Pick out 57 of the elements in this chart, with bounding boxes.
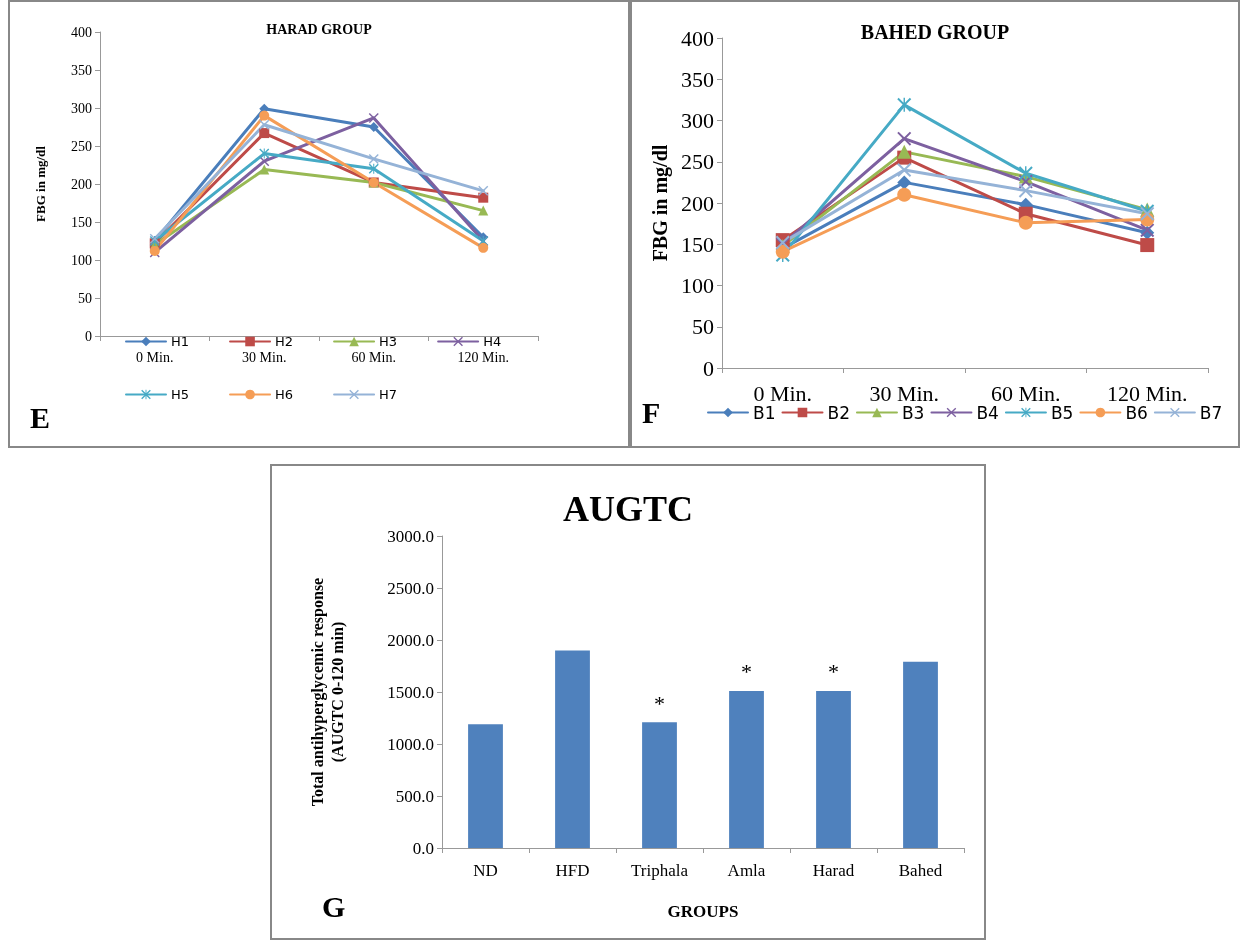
x-axis-title: GROUPS [667,902,739,921]
y-tick-label: 1500.0 [387,682,434,702]
legend-label: H3 [379,334,398,349]
legend-label: B7 [1199,402,1223,423]
y-tick-label: 300 [71,100,92,116]
x-tick-label: HFD [555,861,590,880]
y-tick-label: 250 [681,149,714,175]
legend-label: H4 [483,334,502,349]
y-tick-label: 50 [78,290,92,306]
annotation: * [654,690,665,716]
y-tick-label: 300 [681,108,714,133]
y-tick-label: 1000.0 [387,734,434,754]
y-tick-label: 2500.0 [387,578,434,598]
y-tick-label: 250 [71,138,92,154]
x-tick-label: Triphala [631,861,689,880]
y-tick-label: 400 [71,24,92,40]
x-tick-label: Bahed [898,861,943,880]
y-tick-label: 100 [681,273,714,298]
y-tick-label: 100 [71,252,92,268]
y-tick-label: 0 [703,355,714,381]
text: F [642,395,661,429]
x-tick-label: 0 Min. [136,349,174,365]
text: E [30,400,51,434]
legend-label: H6 [275,387,294,402]
legend-label: B2 [827,402,850,423]
annotation: * [741,659,752,685]
y-tick-label: 200 [71,176,92,192]
y-tick-label: 500.0 [395,786,434,806]
y-tick-label: 50 [692,314,714,340]
legend-label: H7 [379,387,398,402]
y-tick-label: 350 [681,66,714,92]
y-tick-label: 150 [681,231,714,257]
y-axis-title: FBG in mg/dl [649,144,673,262]
y-axis-title: Total antihyperglycemic response (AUGTC 0-120 min) [308,577,347,807]
y-tick-label: 2000.0 [387,630,434,650]
y-axis-title: FBG in mg/dl [32,145,48,222]
y-tick-label: 350 [71,62,92,78]
x-tick-label: 60 Min. [351,349,396,365]
legend-label: H5 [171,387,190,402]
y-tick-label: 0.0 [412,838,434,858]
y-tick-label: 0 [85,328,92,344]
y-tick-label: 200 [681,190,714,216]
y-tick-label: 150 [71,214,92,230]
x-tick-label: 120 Min. [457,349,509,365]
x-tick-label: Harad [812,861,855,880]
legend-label: H2 [275,334,294,349]
annotation: * [828,659,839,685]
chart-title: HARAD GROUP [266,21,373,37]
y-tick-label: 3000.0 [387,526,434,546]
chart-title: AUGTC [562,489,694,529]
text: G [322,889,346,923]
legend-label: H1 [171,334,190,349]
chart-title: BAHED GROUP [860,21,1010,43]
x-tick-label: ND [473,861,498,880]
y-tick-label: 400 [681,25,714,51]
x-tick-label: Amla [727,861,766,880]
x-tick-label: 30 Min. [242,349,287,365]
